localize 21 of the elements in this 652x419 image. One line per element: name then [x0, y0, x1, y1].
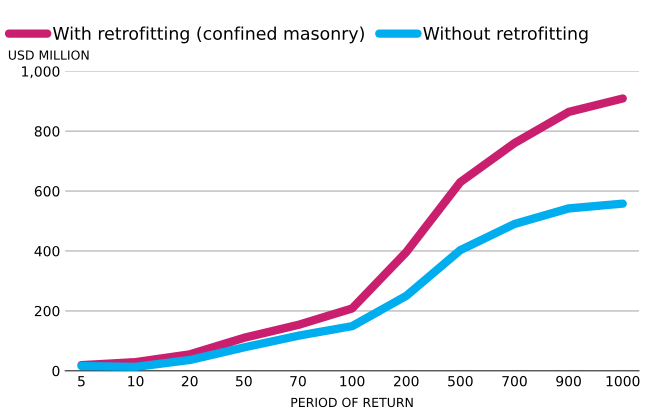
y-axis-title: USD MILLION [8, 50, 89, 60]
y-tick-label: 400 [34, 246, 60, 256]
x-tick-label: 900 [556, 376, 581, 386]
x-tick-label: 70 [290, 376, 306, 386]
y-tick-label: 600 [34, 186, 60, 197]
x-tick-label: 500 [448, 376, 473, 386]
x-tick-label: 10 [128, 376, 144, 386]
legend-label: Without retrofitting [423, 26, 588, 44]
x-tick-label: 20 [182, 376, 198, 386]
x-tick-label: 50 [236, 376, 252, 386]
x-tick-label: 200 [394, 376, 419, 386]
x-tick-label: 5 [78, 376, 85, 386]
x-tick-label: 1000 [606, 376, 640, 386]
legend-label: With retrofitting (confined masonry) [53, 26, 364, 44]
y-tick-label: 800 [34, 126, 60, 137]
y-tick-label: 1,000 [22, 66, 60, 78]
x-tick-label: 700 [502, 376, 527, 386]
y-tick-label: 0 [52, 366, 60, 376]
y-tick-label: 200 [34, 306, 60, 316]
x-tick-label: 100 [340, 376, 364, 386]
x-axis-title: PERIOD OF RETURN [291, 398, 413, 408]
